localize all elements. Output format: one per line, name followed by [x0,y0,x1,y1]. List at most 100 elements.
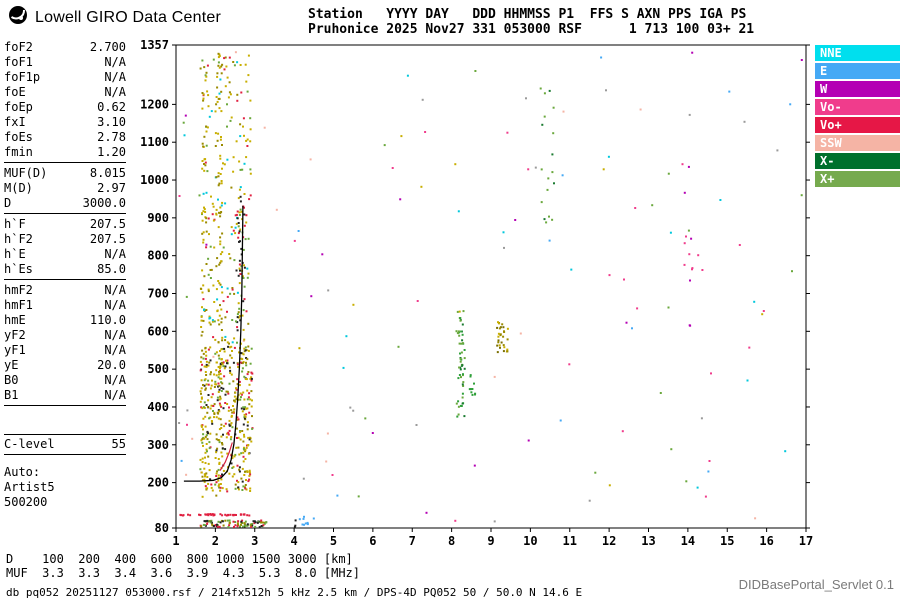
x-tick-label: 6 [369,534,376,548]
param-row-hf: h`F 207.5 [4,217,126,232]
giro-logo-icon [8,5,28,30]
param-group: hmF2 N/A hmF1 N/A hmE 110.0 yF2 N/A yF1 N/A yE 20.0… [4,283,126,406]
x-tick-label: 11 [563,534,577,548]
param-value: 2.700 [89,40,126,54]
y-tick-label: 400 [147,400,169,414]
x-tick-label: 13 [641,534,655,548]
x-tick-label: 17 [799,534,813,548]
y-tick-label: 800 [147,249,169,263]
param-label: h`F [4,217,26,231]
param-value: N/A [104,343,126,357]
x-tick-label: 5 [330,534,337,548]
param-value: 1.20 [97,145,126,159]
y-tick-label: 300 [147,438,169,452]
auto-block: Auto: Artist5 500200 [4,465,126,510]
param-row-fof2: foF2 2.700 [4,40,126,55]
param-row-hmf2: hmF2 N/A [4,283,126,298]
param-label: h`E [4,247,26,261]
x-tick-label: 14 [681,534,695,548]
param-row-b1: B1 N/A [4,388,126,403]
y-tick-label: 80 [155,521,169,535]
servlet-version: DIDBasePortal_Servlet 0.1 [738,577,894,592]
param-value: 55 [111,437,126,451]
param-label: fxI [4,115,26,129]
legend-item-nne: NNE [815,45,900,61]
x-tick-label: 1 [172,534,179,548]
param-group: foF2 2.700 foF1 N/A foF1p N/A foE N/A foEp 0.62 fx… [4,40,126,163]
param-value: 20.0 [97,358,126,372]
param-label: h`F2 [4,232,33,246]
status-line: db pq052 20251127 053000.rsf / 214fx512h… [6,586,583,599]
param-row-md: M(D) 2.97 [4,181,126,196]
param-value: N/A [104,247,126,261]
param-row-foe: foE N/A [4,85,126,100]
param-row-ye: yE 20.0 [4,358,126,373]
legend-item-ssw: SSW [815,135,900,151]
param-value: 3.10 [97,115,126,129]
param-label: foE [4,85,26,99]
param-label: hmF1 [4,298,33,312]
param-group: h`F 207.5 h`F2 207.5 h`E N/A h`Es 85.0 [4,217,126,280]
param-value: 207.5 [89,217,126,231]
dmuf-table: D 100 200 400 600 800 1000 1500 3000 [km… [6,552,361,580]
plot-frame [175,44,807,529]
param-group: MUF(D) 8.015 M(D) 2.97 D 3000.0 [4,166,126,214]
x-tick-label: 9 [487,534,494,548]
y-tick-label: 600 [147,324,169,338]
param-label: foF1p [4,70,41,84]
param-label: C-level [4,437,55,451]
param-label: fmin [4,145,33,159]
param-row-hf2: h`F2 207.5 [4,232,126,247]
param-label: M(D) [4,181,33,195]
param-label: yE [4,358,19,372]
param-groups: foF2 2.700 foF1 N/A foF1p N/A foE N/A foEp 0.62 fx… [4,40,126,455]
param-value: 2.97 [97,181,126,195]
param-label: D [4,196,12,210]
param-row-yf2: yF2 N/A [4,328,126,343]
param-value: N/A [104,55,126,69]
y-tick-label: 1357 [140,38,169,52]
param-label: hmF2 [4,283,33,297]
param-row-fof1: foF1 N/A [4,55,126,70]
param-value: N/A [104,70,126,84]
param-row-fxi: fxI 3.10 [4,115,126,130]
param-label: foEp [4,100,33,114]
x-tick-label: 10 [523,534,537,548]
trace [183,205,244,482]
legend-item-x-: X- [815,153,900,169]
param-row-d: D 3000.0 [4,196,126,211]
x-tick-label: 2 [212,534,219,548]
param-label: foF1 [4,55,33,69]
param-label: MUF(D) [4,166,48,180]
y-tick-label: 500 [147,362,169,376]
param-row-mufd: MUF(D) 8.015 [4,166,126,181]
y-tick-label: 900 [147,211,169,225]
param-value: 110.0 [89,313,126,327]
param-row-b0: B0 N/A [4,373,126,388]
x-tick-label: 12 [602,534,616,548]
legend-item-w: W [815,81,900,97]
auto-version: 500200 [4,495,48,509]
param-label: yF1 [4,343,26,357]
param-row-yf1: yF1 N/A [4,343,126,358]
param-row-hmf1: hmF1 N/A [4,298,126,313]
param-value: N/A [104,373,126,387]
legend-item-vo-: Vo- [815,99,900,115]
x-tick-label: 15 [720,534,734,548]
y-tick-label: 1200 [140,97,169,111]
param-row-foep: foEp 0.62 [4,100,126,115]
station-header-values: Pruhonice 2025 Nov27 331 053000 RSF 1 71… [308,22,755,37]
param-row-foes: foEs 2.78 [4,130,126,145]
param-value: 2.78 [97,130,126,144]
legend-item-e: E [815,63,900,79]
brand-title: Lowell GIRO Data Center [35,8,222,26]
station-header-labels: Station YYYY DAY DDD HHMMSS P1 FFS S AXN… [308,7,747,22]
param-value: 0.62 [97,100,126,114]
param-row-fmin: fmin 1.20 [4,145,126,160]
trace [219,442,233,471]
legend-item-vo+: Vo+ [815,117,900,133]
brand: Lowell GIRO Data Center [8,5,221,30]
x-tick-label: 8 [448,534,455,548]
x-tick-label: 7 [409,534,416,548]
